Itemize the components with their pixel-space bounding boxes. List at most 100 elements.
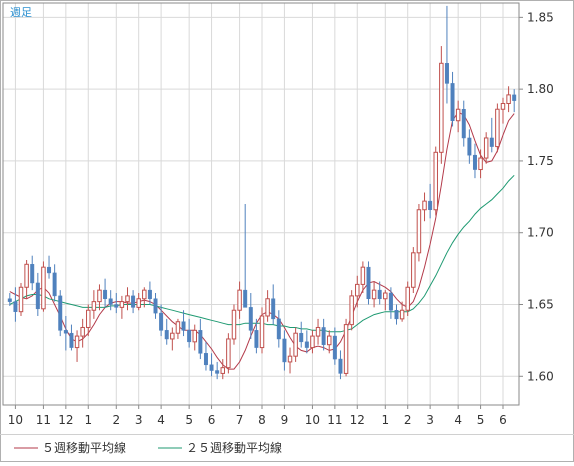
candle-body-down [203,353,208,366]
x-tick-label: 11 [36,413,51,427]
candle-body-down [444,63,449,84]
candle-body-down [332,335,337,360]
plot-frame [2,2,520,406]
x-tick-label: 1 [84,413,92,427]
candle-body-up [483,137,489,159]
candle-body-up [80,326,85,337]
candle-body-up [495,108,500,148]
candle-body-up [383,292,388,300]
candle-body-down [58,295,63,331]
candle-body-up [97,289,102,303]
x-tick-label: 4 [157,413,165,427]
x-tick-label: 3 [135,413,143,427]
candle-body-up [226,338,231,369]
x-tick-label: 12 [350,413,365,427]
candle-body-up [237,289,242,311]
candle-body-down [164,330,169,340]
candle-body-down [299,332,304,343]
candle-body-up [74,335,80,349]
candle-body-down [13,301,18,312]
candle-body-down [248,307,253,331]
candle-body-down [338,358,343,374]
candle-body-up [455,108,461,122]
candle-body-down [187,330,192,343]
x-tick-label: 5 [185,413,193,427]
candle-body-up [360,266,366,285]
candle-body-down [388,292,393,311]
candle-body-up [18,286,24,313]
candle-body-up [175,321,181,334]
y-tick-label: 1.60 [527,369,554,383]
candle-body-up [371,289,377,300]
candle-body-up [500,103,506,110]
candle-body-up [349,295,354,326]
candle-body-down [7,298,12,302]
candle-body-up [41,266,46,310]
y-tick-label: 1.75 [527,154,554,168]
candle-body-up [422,200,427,211]
candle-body-up [287,355,293,363]
y-tick-label: 1.85 [527,10,554,24]
candle-body-up [355,283,360,297]
candle-body-down [103,289,108,300]
y-tick-label: 1.65 [527,298,554,312]
candle-body-down [114,304,119,308]
candle-body-down [147,289,152,300]
candle-body-down [131,295,136,308]
candle-body-down [472,154,477,170]
x-tick-label: 4 [454,413,462,427]
candle-body-up [405,286,410,311]
y-tick-label: 1.70 [527,226,554,240]
candle-body-down [428,200,433,210]
candle-body-up [478,157,483,171]
candle-body-up [142,289,147,300]
x-tick-label: 10 [305,413,320,427]
candle-body-down [512,94,517,101]
candle-body-up [439,62,444,153]
candle-body-down [69,332,74,348]
x-tick-label: 5 [477,413,485,427]
candle-body-up [170,332,175,340]
x-tick-label: 11 [327,413,342,427]
period-label: 週足 [10,6,32,19]
candle-body-up [119,301,125,308]
candle-body-up [125,295,130,303]
candle-body-down [159,312,164,331]
candle-body-down [209,364,214,371]
candle-body-down [198,330,203,354]
candle-body-up [399,309,405,320]
candle-body-down [366,266,371,300]
x-tick-label: 6 [499,413,507,427]
candle-body-down [254,330,259,348]
candle-body-down [276,318,281,340]
x-tick-label: 7 [236,413,244,427]
candle-body-up [433,151,438,211]
candle-body-up [259,315,265,349]
candle-body-up [416,209,422,254]
x-tick-label: 3 [426,413,434,427]
candle-body-down [243,289,248,308]
candle-body-down [35,282,40,310]
candle-body-down [450,83,455,121]
legend-ma25-label: ２５週移動平均線 [186,440,282,455]
candle-body-up [86,309,91,328]
candles [7,5,517,380]
candle-body-up [24,263,29,288]
x-tick-label: 10 [8,413,23,427]
x-tick-label: 2 [112,413,120,427]
candle-body-down [271,298,276,320]
candle-body-down [394,309,399,320]
legend-ma5-label: ５週移動平均線 [42,440,126,455]
candle-body-down [52,272,57,297]
candle-body-down [489,137,494,147]
candle-body-up [411,252,416,288]
y-tick-label: 1.80 [527,82,554,96]
candle-body-up [192,329,197,343]
candle-body-down [282,338,287,363]
candle-body-up [136,298,141,308]
candle-body-up [220,367,226,374]
legend: ５週移動平均線 ２５週移動平均線 [14,440,282,455]
